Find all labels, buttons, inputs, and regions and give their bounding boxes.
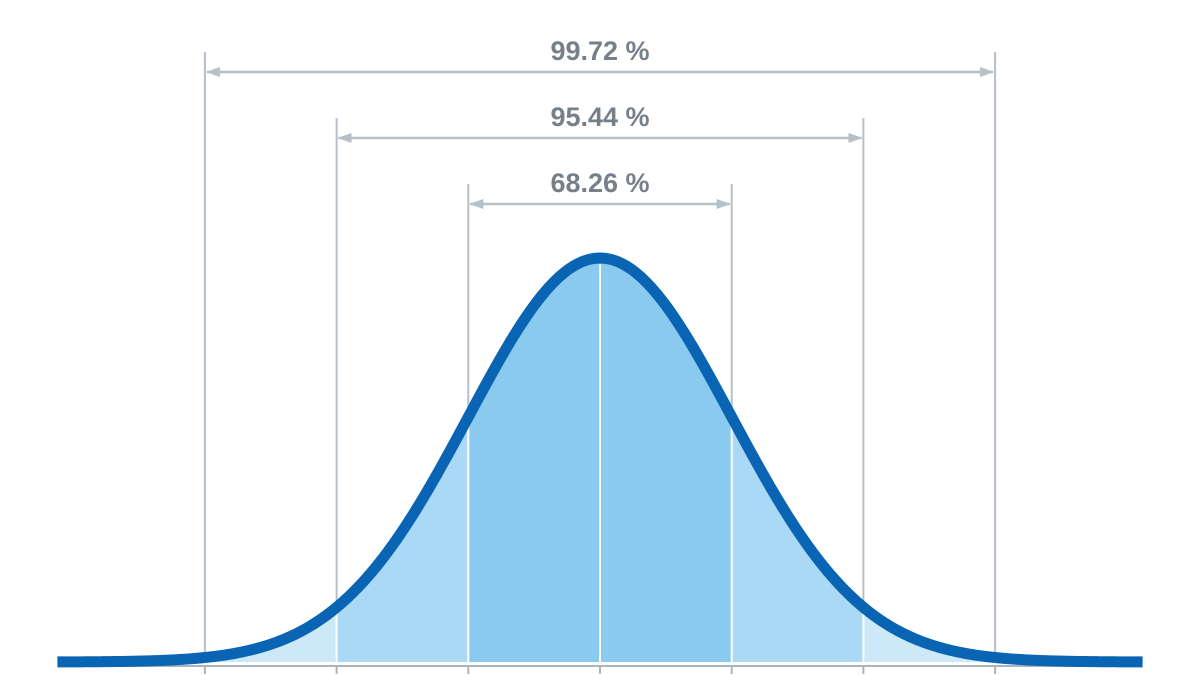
range-annotation: 95.44 % bbox=[337, 102, 863, 143]
x-axis-group bbox=[60, 665, 1140, 674]
range-label: 99.72 % bbox=[550, 36, 649, 66]
range-label: 68.26 % bbox=[550, 168, 649, 198]
probability-band bbox=[863, 607, 996, 662]
probability-band bbox=[468, 258, 600, 662]
range-annotation: 99.72 % bbox=[205, 36, 995, 77]
probability-band bbox=[600, 258, 732, 662]
probability-band bbox=[204, 607, 337, 662]
bell-curve-group bbox=[54, 252, 1146, 668]
range-label: 95.44 % bbox=[550, 102, 649, 132]
range-annotations: 99.72 % 95.44 % 68.26 % bbox=[205, 36, 995, 209]
sd-guide-lines bbox=[203, 52, 997, 662]
range-annotation: 68.26 % bbox=[469, 168, 731, 209]
bell-curve bbox=[54, 252, 1146, 668]
